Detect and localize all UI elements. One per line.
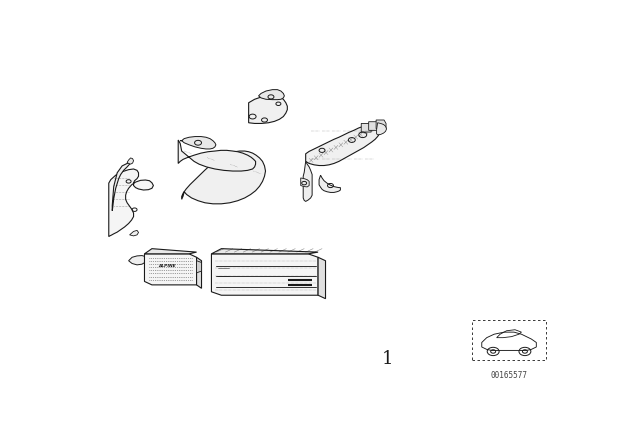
- Text: 1: 1: [382, 350, 393, 368]
- Polygon shape: [376, 120, 386, 129]
- Polygon shape: [196, 257, 202, 289]
- Polygon shape: [182, 151, 266, 204]
- Polygon shape: [369, 122, 379, 130]
- Polygon shape: [259, 90, 284, 99]
- Polygon shape: [129, 230, 138, 236]
- Polygon shape: [180, 137, 216, 149]
- Polygon shape: [112, 163, 129, 211]
- Text: ALPINE: ALPINE: [158, 264, 175, 268]
- Polygon shape: [361, 124, 371, 132]
- Polygon shape: [196, 261, 202, 273]
- Polygon shape: [145, 249, 196, 254]
- Polygon shape: [376, 123, 387, 135]
- Polygon shape: [301, 178, 309, 187]
- Polygon shape: [303, 161, 312, 202]
- Polygon shape: [145, 254, 196, 285]
- Polygon shape: [211, 254, 318, 295]
- Polygon shape: [249, 96, 287, 124]
- Polygon shape: [127, 158, 134, 164]
- Polygon shape: [178, 140, 255, 171]
- Polygon shape: [109, 169, 154, 237]
- Polygon shape: [306, 123, 383, 165]
- Polygon shape: [211, 249, 318, 254]
- Polygon shape: [319, 175, 340, 193]
- Polygon shape: [129, 255, 147, 265]
- Text: 00165577: 00165577: [490, 371, 527, 380]
- Polygon shape: [318, 257, 326, 299]
